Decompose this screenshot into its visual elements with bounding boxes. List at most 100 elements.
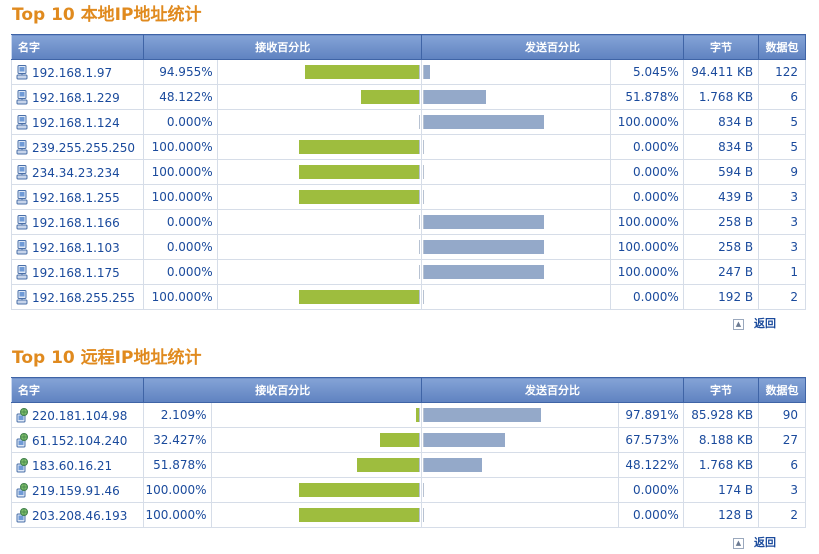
ip-name-cell[interactable]: 192.168.1.166 — [10, 209, 145, 235]
col-send-header[interactable]: 发送百分比 — [421, 34, 684, 60]
ip-address[interactable]: 192.168.1.97 — [32, 65, 113, 80]
ip-address[interactable]: 219.159.91.46 — [32, 483, 120, 498]
send-percent: 0.000% — [609, 184, 684, 210]
bytes-value: 247 B — [682, 259, 760, 285]
recv-bar — [299, 290, 420, 304]
send-bar-axis — [423, 65, 425, 79]
remote-title-top: Top 10 — [12, 348, 75, 368]
remote-back-link[interactable]: ▲ 返回 — [733, 534, 776, 550]
back-label[interactable]: 返回 — [754, 536, 776, 549]
table-row[interactable]: 220.181.104.98 2.109% 97.891% 85.928 KB 90 — [10, 402, 806, 428]
ip-address[interactable]: 192.168.1.103 — [32, 240, 120, 255]
table-row[interactable]: 192.168.1.229 48.122% 51.878% 1.768 KB 6 — [10, 84, 806, 110]
col-recv-header[interactable]: 接收百分比 — [143, 34, 423, 60]
recv-bar-cell — [216, 284, 423, 310]
ip-name-cell[interactable]: 192.168.1.175 — [10, 259, 145, 285]
packets-value: 6 — [758, 84, 806, 110]
ip-name-cell[interactable]: 203.208.46.193 — [10, 502, 145, 528]
table-row[interactable]: 192.168.1.97 94.955% 5.045% 94.411 KB 122 — [10, 59, 806, 85]
bytes-value: 834 B — [682, 134, 760, 160]
recv-bar-cell — [210, 477, 423, 503]
col-bytes-header[interactable]: 字节 — [682, 34, 760, 60]
recv-bar-cell — [216, 259, 423, 285]
recv-bar-axis — [419, 165, 421, 179]
col-bytes-header[interactable]: 字节 — [682, 377, 760, 403]
ip-name-cell[interactable]: 192.168.1.97 — [10, 59, 145, 85]
ip-name-cell[interactable]: 239.255.255.250 — [10, 134, 145, 160]
ip-address[interactable]: 183.60.16.21 — [32, 458, 113, 473]
col-name-header[interactable]: 名字 — [10, 34, 145, 60]
local-back-link[interactable]: ▲ 返回 — [733, 315, 776, 331]
ip-name-cell[interactable]: 192.168.1.103 — [10, 234, 145, 260]
col-name-header[interactable]: 名字 — [10, 377, 145, 403]
local-title-top: Top 10 — [12, 5, 75, 25]
ip-address[interactable]: 192.168.1.229 — [32, 90, 120, 105]
ip-address[interactable]: 234.34.23.234 — [32, 165, 120, 180]
remote-ip-table: 名字 接收百分比 发送百分比 字节 数据包 220.181.104.98 2.10… — [10, 377, 806, 528]
table-row[interactable]: 61.152.104.240 32.427% 67.573% 8.188 KB 27 — [10, 427, 806, 453]
ip-address[interactable]: 192.168.1.255 — [32, 190, 120, 205]
col-recv-header[interactable]: 接收百分比 — [143, 377, 423, 403]
send-bar-cell — [421, 184, 611, 210]
bytes-value: 834 B — [682, 109, 760, 135]
ip-name-cell[interactable]: 219.159.91.46 — [10, 477, 145, 503]
ip-address[interactable]: 203.208.46.193 — [32, 508, 128, 523]
recv-bar — [361, 90, 420, 104]
send-percent: 100.000% — [609, 109, 684, 135]
recv-bar-axis — [419, 265, 421, 279]
ip-name-cell[interactable]: 192.168.255.255 — [10, 284, 145, 310]
back-label[interactable]: 返回 — [754, 317, 776, 330]
bytes-value: 94.411 KB — [682, 59, 760, 85]
bytes-value: 8.188 KB — [682, 427, 760, 453]
ip-address[interactable]: 192.168.1.175 — [32, 265, 120, 280]
recv-bar-axis — [419, 408, 421, 422]
col-packets-header[interactable]: 数据包 — [758, 377, 806, 403]
table-row[interactable]: 183.60.16.21 51.878% 48.122% 1.768 KB 6 — [10, 452, 806, 478]
bytes-value: 594 B — [682, 159, 760, 185]
bytes-value: 1.768 KB — [682, 452, 760, 478]
send-bar-cell — [421, 259, 611, 285]
host-computer-icon — [16, 64, 28, 80]
bytes-value: 128 B — [682, 502, 760, 528]
ip-name-cell[interactable]: 192.168.1.229 — [10, 84, 145, 110]
recv-bar-cell — [216, 59, 423, 85]
ip-address[interactable]: 239.255.255.250 — [32, 140, 136, 155]
col-send-header[interactable]: 发送百分比 — [421, 377, 684, 403]
ip-address[interactable]: 192.168.1.166 — [32, 215, 120, 230]
host-computer-icon — [16, 164, 28, 180]
ip-name-cell[interactable]: 192.168.1.255 — [10, 184, 145, 210]
recv-bar-cell — [210, 402, 423, 428]
recv-bar-axis — [419, 65, 421, 79]
packets-value: 2 — [758, 284, 806, 310]
ip-address[interactable]: 192.168.1.124 — [32, 115, 120, 130]
recv-bar — [380, 433, 420, 447]
ip-name-cell[interactable]: 234.34.23.234 — [10, 159, 145, 185]
send-bar-axis — [423, 508, 425, 522]
ip-address[interactable]: 220.181.104.98 — [32, 408, 128, 423]
ip-name-cell[interactable]: 61.152.104.240 — [10, 427, 145, 453]
send-bar-axis — [423, 458, 425, 472]
ip-name-cell[interactable]: 220.181.104.98 — [10, 402, 145, 428]
ip-name-cell[interactable]: 192.168.1.124 — [10, 109, 145, 135]
packets-value: 3 — [758, 209, 806, 235]
send-bar-axis — [423, 408, 425, 422]
recv-bar-axis — [419, 190, 421, 204]
col-packets-header[interactable]: 数据包 — [758, 34, 806, 60]
ip-address[interactable]: 61.152.104.240 — [32, 433, 128, 448]
recv-bar-axis — [419, 215, 421, 229]
ip-name-cell[interactable]: 183.60.16.21 — [10, 452, 145, 478]
ip-address[interactable]: 192.168.255.255 — [32, 290, 136, 305]
send-bar-cell — [421, 134, 611, 160]
recv-percent: 51.878% — [143, 452, 212, 478]
send-bar — [424, 215, 545, 229]
